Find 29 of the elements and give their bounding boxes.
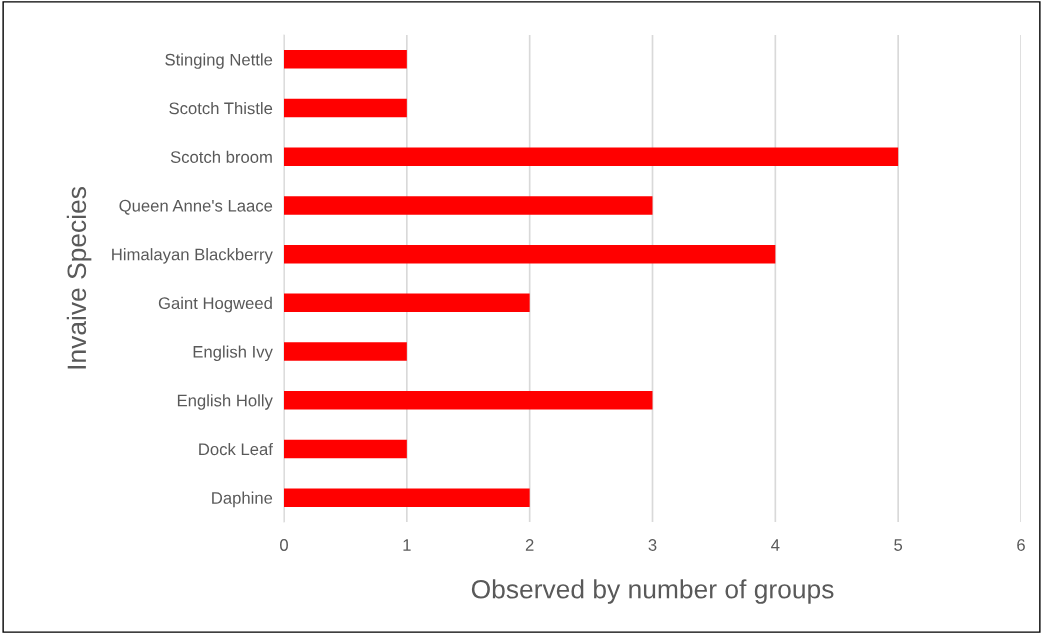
- x-tick-label: 2: [525, 539, 534, 551]
- bar: [284, 50, 407, 69]
- y-tick-label: Himalayan Blackberry: [112, 248, 273, 264]
- x-tick-label: 0: [280, 539, 288, 551]
- bar: [284, 196, 653, 215]
- y-tick-label: English Ivy: [193, 345, 273, 362]
- y-tick-label: Gaint Hogweed: [158, 296, 272, 313]
- bar: [284, 488, 530, 507]
- x-tick-label: 6: [1017, 539, 1025, 551]
- x-tick-label: 3: [648, 539, 657, 551]
- bar: [284, 342, 407, 361]
- x-axis-title: Observed by number of groups: [471, 579, 834, 604]
- x-tick-label: 1: [403, 539, 411, 551]
- y-tick-label: Queen Anne's Laace: [119, 199, 273, 215]
- y-tick-label: Stinging Nettle: [165, 53, 273, 69]
- y-tick-label: Dock Leaf: [199, 442, 273, 456]
- bar: [284, 391, 653, 410]
- bar: [284, 98, 407, 118]
- y-tick-label: Scotch Thistle: [169, 102, 273, 115]
- bar: [284, 244, 776, 264]
- bar: [284, 439, 407, 459]
- y-tick-label: English Holly: [177, 394, 273, 410]
- y-tick-label: Scotch broom: [170, 150, 272, 163]
- bar: [284, 147, 899, 166]
- x-tick-label: 4: [771, 539, 780, 551]
- y-axis-title: Invaive Species: [66, 187, 92, 369]
- bar: [284, 293, 530, 313]
- y-tick-label: Daphine: [212, 491, 273, 508]
- x-tick-label: 5: [894, 539, 903, 551]
